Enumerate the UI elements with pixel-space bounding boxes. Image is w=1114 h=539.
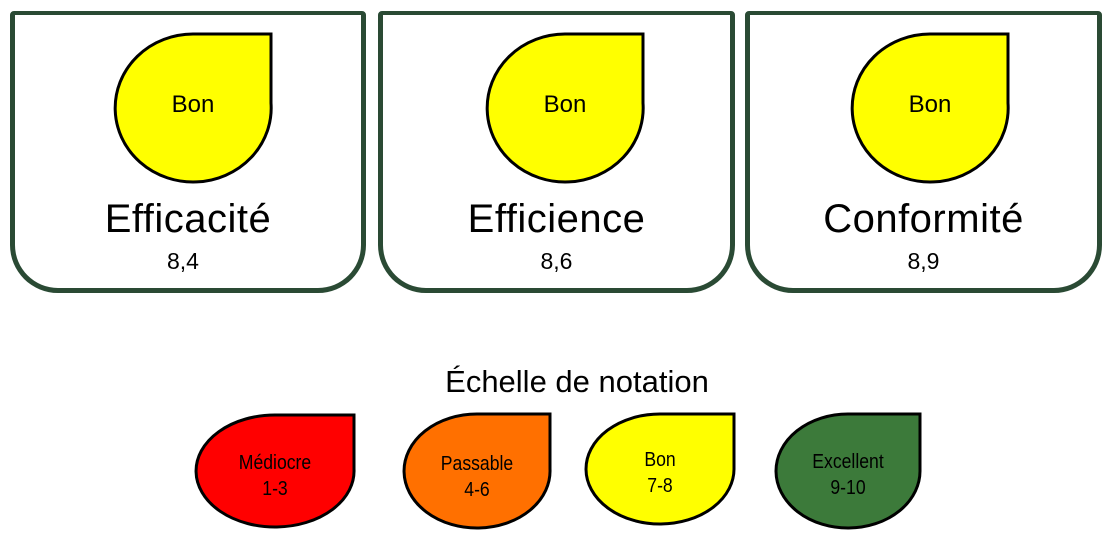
teardrop-path (485, 32, 645, 184)
indicator-card-conformite: Bon Conformité 8,9 (745, 11, 1102, 293)
teardrop-shape (485, 32, 645, 184)
rating-label: Bon (543, 91, 587, 118)
scale-level-label: Médiocre (238, 452, 312, 474)
teardrop-shape (194, 413, 356, 529)
scale-level-range: 4-6 (464, 479, 490, 501)
rating-label: Bon (171, 91, 215, 118)
indicator-score: 8,4 (167, 248, 199, 274)
rating-drop: Bon (113, 32, 273, 184)
teardrop-path (402, 412, 552, 530)
teardrop-path (194, 413, 356, 529)
teardrop-shape (584, 412, 736, 526)
rating-drop: Bon (850, 32, 1010, 184)
scale-level-range: 1-3 (262, 478, 288, 500)
indicator-name: Conformité (823, 197, 1024, 241)
teardrop-shape (850, 32, 1010, 184)
teardrop-shape (774, 412, 922, 530)
indicator-name: Efficience (467, 197, 646, 241)
scale-level-label: Bon (644, 449, 676, 471)
scale-level-mediocre: Médiocre 1-3 (194, 413, 356, 529)
rating-drop: Bon (485, 32, 645, 184)
indicator-score: 8,6 (540, 248, 573, 274)
teardrop-path (850, 32, 1010, 184)
indicator-name: Efficacité (104, 197, 272, 241)
scale-level-label: Passable (440, 453, 514, 475)
scale-level-range: 9-10 (830, 477, 866, 499)
teardrop-shape (113, 32, 273, 184)
scale-level-bon: Bon 7-8 (584, 412, 745, 527)
scale-level-excellent: Excellent 9-10 (774, 412, 935, 530)
indicator-card-efficience: Bon Efficience 8,6 (378, 11, 735, 293)
teardrop-path (774, 412, 922, 530)
rating-label: Bon (908, 91, 952, 118)
scale-title: Échelle de notation (445, 364, 709, 399)
teardrop-path (113, 32, 273, 184)
indicator-card-efficacite: Bon Efficacité 8,4 (10, 11, 366, 293)
scale-level-passable: Passable 4-6 (402, 412, 563, 530)
indicator-score: 8,9 (907, 248, 940, 274)
scale-level-range: 7-8 (647, 475, 673, 497)
scale-level-label: Excellent (812, 451, 884, 473)
teardrop-shape (402, 412, 552, 530)
teardrop-path (584, 412, 736, 526)
